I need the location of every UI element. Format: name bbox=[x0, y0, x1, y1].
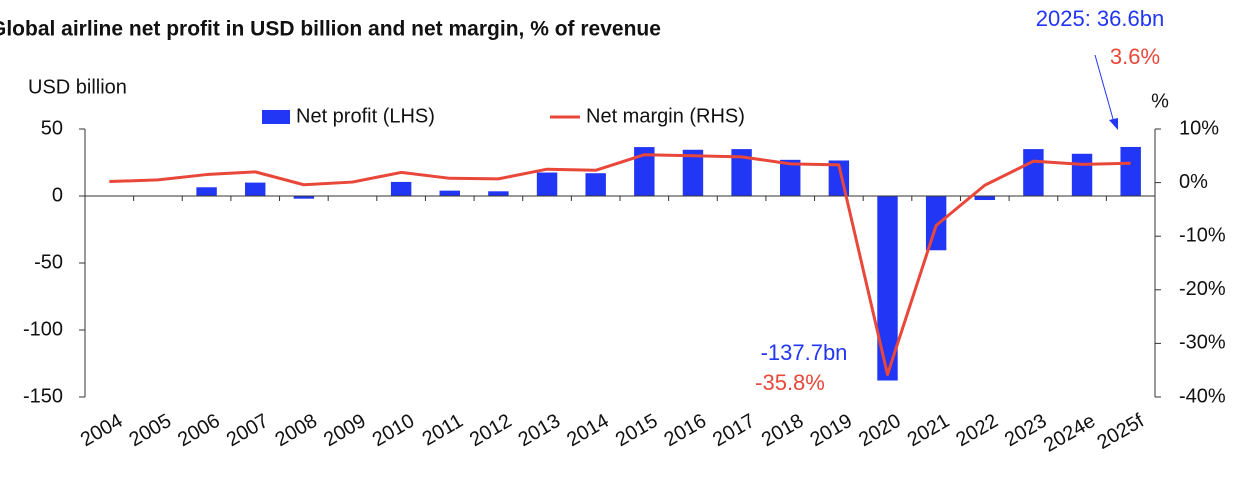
bar bbox=[536, 172, 558, 196]
bar bbox=[245, 182, 266, 196]
y2-tick-label: -40% bbox=[1179, 385, 1226, 407]
bar bbox=[293, 196, 315, 199]
x-tick-label: 2019 bbox=[806, 410, 856, 451]
annotation: -137.7bn bbox=[761, 340, 848, 365]
line bbox=[109, 153, 1131, 376]
legend-label: Net margin (RHS) bbox=[586, 105, 745, 127]
x-tick-label: 2015 bbox=[612, 410, 662, 451]
bar bbox=[925, 196, 947, 251]
y-axis-label: USD billion bbox=[28, 76, 127, 98]
x-tick-label: 2005 bbox=[126, 410, 176, 451]
bar bbox=[731, 149, 752, 196]
bar bbox=[1071, 153, 1093, 196]
x-tick-label: 2010 bbox=[369, 410, 419, 451]
x-tick-label: 2017 bbox=[709, 410, 759, 451]
y-tick-label: 0 bbox=[52, 184, 63, 206]
bar bbox=[1120, 146, 1141, 196]
x-tick-label: 2012 bbox=[466, 410, 516, 451]
x-tick-label: 2013 bbox=[515, 410, 565, 451]
x-tick-label: 2016 bbox=[661, 410, 711, 451]
legend-swatch bbox=[262, 110, 290, 124]
x-tick-label: 2020 bbox=[855, 410, 905, 451]
x-tick-label: 2025f bbox=[1093, 410, 1148, 454]
x-tick-label: 2018 bbox=[758, 410, 808, 451]
bar bbox=[488, 191, 509, 196]
y2-tick-label: -30% bbox=[1179, 332, 1226, 354]
bar bbox=[634, 147, 655, 196]
x-tick-label: 2021 bbox=[904, 410, 954, 451]
annotation: 2025: 36.6bn bbox=[1036, 6, 1164, 31]
x-tick-label: 2007 bbox=[223, 410, 273, 451]
y-tick-label: -100 bbox=[23, 318, 63, 340]
bar bbox=[780, 159, 801, 196]
annotation-arrowhead bbox=[1109, 118, 1118, 130]
y-tick-label: -50 bbox=[34, 251, 63, 273]
x-tick-label: 2011 bbox=[419, 410, 467, 451]
x-tick-label: 2024e bbox=[1040, 410, 1099, 457]
y2-tick-label: 0% bbox=[1179, 171, 1208, 193]
y-tick-label: 50 bbox=[41, 117, 63, 139]
legend-label: Net profit (LHS) bbox=[296, 105, 435, 127]
y-tick-label: -150 bbox=[23, 385, 63, 407]
bar bbox=[682, 149, 704, 196]
bar bbox=[1023, 149, 1044, 196]
annotation-arrow bbox=[1094, 54, 1116, 127]
bar bbox=[439, 190, 460, 196]
annotation: -35.8% bbox=[755, 370, 825, 395]
x-tick-label: 2006 bbox=[174, 410, 224, 451]
y2-tick-label: -10% bbox=[1179, 224, 1226, 246]
bar bbox=[585, 173, 606, 196]
y2-axis-label: % bbox=[1151, 90, 1169, 112]
bar bbox=[877, 196, 898, 381]
chart-title: Global airline net profit in USD billion… bbox=[0, 18, 661, 41]
x-tick-label: 2014 bbox=[563, 410, 613, 451]
y2-tick-label: 10% bbox=[1179, 117, 1219, 139]
x-tick-label: 2022 bbox=[952, 410, 1002, 451]
bar bbox=[974, 196, 995, 201]
x-tick-label: 2008 bbox=[271, 410, 321, 451]
y2-tick-label: -20% bbox=[1179, 278, 1226, 300]
annotation: 3.6% bbox=[1110, 44, 1160, 69]
x-tick-label: 2009 bbox=[320, 410, 370, 451]
bar bbox=[390, 181, 412, 196]
x-tick-label: 2004 bbox=[77, 410, 127, 451]
bar bbox=[196, 187, 217, 196]
